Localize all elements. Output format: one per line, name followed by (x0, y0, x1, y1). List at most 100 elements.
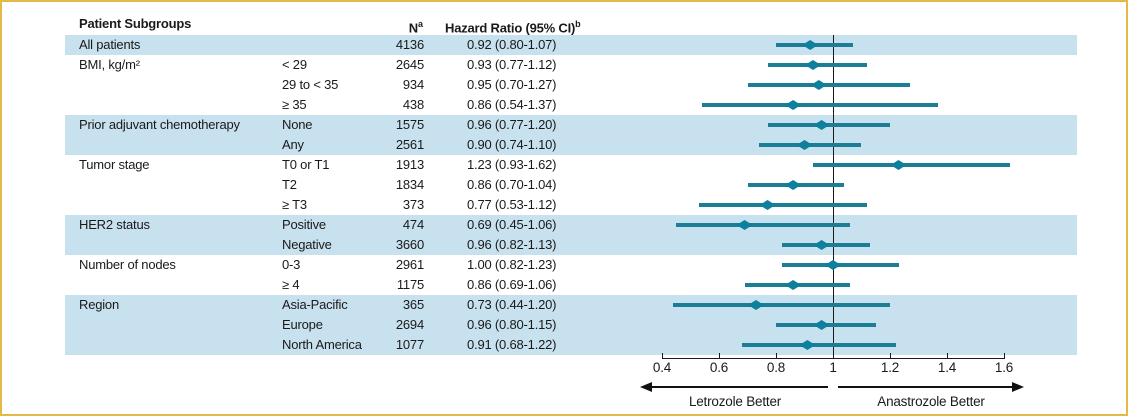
axis-tick-label: 1.4 (937, 360, 957, 375)
ci-line (701, 103, 939, 107)
n-value: 2694 (395, 317, 424, 332)
point-estimate-diamond (813, 120, 830, 130)
hr-ci-value: 0.93 (0.77-1.12) (467, 57, 557, 72)
n-value: 438 (402, 97, 424, 112)
axis-tick-label: 1.2 (880, 360, 900, 375)
table-row: Number of nodes 0-3 2961 1.00 (0.82-1.23) (65, 255, 1077, 275)
hr-ci-value: 0.96 (0.77-1.20) (467, 117, 557, 132)
column-header-patient-subgroups: Patient Subgroups (79, 16, 192, 31)
table-row: ≥ 4 1175 0.86 (0.69-1.06) (65, 275, 1077, 295)
hr-ci-value: 0.96 (0.82-1.13) (467, 237, 557, 252)
ci-line (676, 223, 851, 227)
hr-ci-value: 0.86 (0.54-1.37) (467, 97, 557, 112)
reference-line (833, 35, 834, 358)
group-label: HER2 status (79, 217, 150, 232)
n-value: 2561 (395, 137, 424, 152)
table-row: ≥ 35 438 0.86 (0.54-1.37) (65, 95, 1077, 115)
point-estimate-diamond (785, 280, 802, 290)
point-estimate-diamond (810, 80, 827, 90)
subgroup-label: T0 or T1 (282, 157, 330, 172)
subgroup-label: Negative (282, 237, 332, 252)
n-value: 2645 (395, 57, 424, 72)
subgroup-label: ≥ T3 (282, 197, 307, 212)
subgroup-label: Asia-Pacific (282, 297, 348, 312)
axis-tick (662, 353, 663, 359)
n-header-footnote-marker: a (417, 19, 423, 29)
axis-tick (947, 353, 948, 359)
table-row: BMI, kg/m² < 29 2645 0.93 (0.77-1.12) (65, 55, 1077, 75)
axis-tick (776, 353, 777, 359)
group-label: All patients (79, 37, 141, 52)
table-row: Any 2561 0.90 (0.74-1.10) (65, 135, 1077, 155)
n-value: 1834 (395, 177, 424, 192)
axis-tick-label: 0.4 (652, 360, 672, 375)
n-value: 1175 (396, 277, 424, 292)
n-value: 3660 (395, 237, 424, 252)
point-estimate-diamond (759, 200, 776, 210)
point-estimate-diamond (805, 60, 821, 70)
axis-direction-label-left: Letrozole Better (688, 394, 782, 409)
n-header-text: N (408, 20, 418, 36)
n-value: 474 (402, 217, 424, 232)
axis-tick-label: 1.6 (994, 360, 1014, 375)
left-arrowhead-icon (640, 382, 652, 392)
table-row: Negative 3660 0.96 (0.82-1.13) (65, 235, 1077, 255)
point-estimate-diamond (890, 160, 907, 170)
hr-header-footnote-marker: b (575, 19, 581, 29)
point-estimate-diamond (825, 260, 841, 270)
table-row: T2 1834 0.86 (0.70-1.04) (65, 175, 1077, 195)
ci-line (741, 343, 896, 347)
right-arrowhead-icon (1012, 382, 1024, 392)
table-row: HER2 status Positive 474 0.69 (0.45-1.06) (65, 215, 1077, 235)
hr-ci-value: 0.95 (0.70-1.27) (467, 77, 557, 92)
column-header-n: Na (343, 14, 423, 36)
subgroup-label: Europe (282, 317, 323, 332)
group-label: Prior adjuvant chemotherapy (79, 117, 240, 132)
ci-line (747, 83, 910, 87)
right-arrow-shaft (838, 386, 1012, 388)
point-estimate-diamond (785, 100, 802, 110)
point-estimate-diamond (802, 40, 819, 50)
axis-tick (719, 353, 720, 359)
table-row: Europe 2694 0.96 (0.80-1.15) (65, 315, 1077, 335)
hr-ci-value: 1.00 (0.82-1.23) (467, 257, 557, 272)
point-estimate-diamond (785, 180, 802, 190)
group-label: Region (79, 297, 119, 312)
hr-ci-value: 0.86 (0.69-1.06) (467, 277, 557, 292)
table-row: Tumor stage T0 or T1 1913 1.23 (0.93-1.62) (65, 155, 1077, 175)
hr-ci-value: 0.86 (0.70-1.04) (467, 177, 557, 192)
group-label: BMI, kg/m² (79, 57, 140, 72)
hr-ci-value: 0.96 (0.80-1.15) (467, 317, 557, 332)
table-row: 29 to < 35 934 0.95 (0.70-1.27) (65, 75, 1077, 95)
axis-tick-label: 1 (829, 360, 837, 375)
n-value: 365 (402, 297, 424, 312)
point-estimate-diamond (736, 220, 753, 230)
group-label: Number of nodes (79, 257, 176, 272)
hr-ci-value: 0.69 (0.45-1.06) (467, 217, 557, 232)
left-arrow-shaft (652, 386, 828, 388)
hr-header-text: Hazard Ratio (95% CI) (445, 20, 576, 36)
subgroup-label: North America (282, 337, 362, 352)
point-estimate-diamond (813, 320, 830, 330)
subgroup-label: 0-3 (282, 257, 301, 272)
subgroup-label: None (282, 117, 313, 132)
n-value: 934 (402, 77, 424, 92)
axis-tick (1004, 353, 1005, 359)
hr-ci-value: 0.91 (0.68-1.22) (467, 337, 557, 352)
table-row: ≥ T3 373 0.77 (0.53-1.12) (65, 195, 1077, 215)
table-row: Prior adjuvant chemotherapy None 1575 0.96 … (65, 115, 1077, 135)
ci-line (699, 203, 868, 207)
hr-ci-value: 0.92 (0.80-1.07) (467, 37, 557, 52)
point-estimate-diamond (796, 140, 813, 150)
axis-tick-label: 0.6 (709, 360, 729, 375)
n-value: 1575 (395, 117, 424, 132)
table-row: All patients 4136 0.92 (0.80-1.07) (65, 35, 1077, 55)
n-value: 2961 (395, 257, 424, 272)
ci-line (673, 303, 890, 307)
subgroup-label: < 29 (282, 57, 307, 72)
n-value: 1077 (395, 337, 424, 352)
subgroup-label: 29 to < 35 (282, 77, 339, 92)
axis-direction-label-right: Anastrozole Better (877, 394, 985, 409)
hr-ci-value: 0.77 (0.53-1.12) (467, 197, 557, 212)
